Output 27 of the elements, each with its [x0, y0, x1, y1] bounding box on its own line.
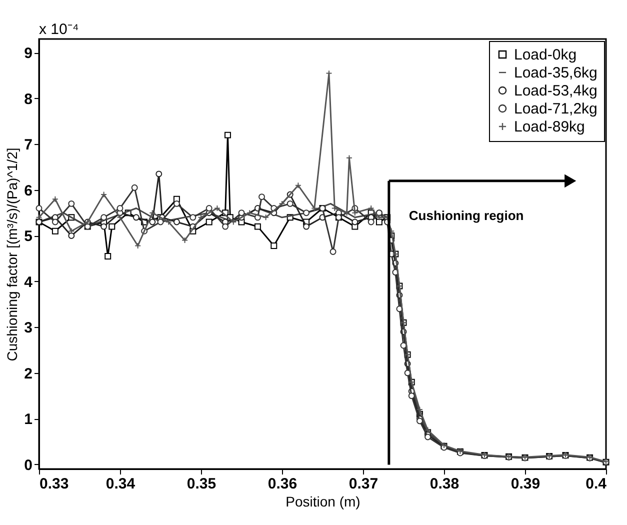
legend-label: Load-71,2kg	[514, 100, 598, 118]
y-tick-label: 1	[24, 411, 32, 428]
y-tick-label: 9	[24, 45, 32, 62]
x-tick-label: 0.33	[40, 476, 69, 492]
ref-line-label: Cushioning region	[408, 208, 524, 223]
legend-label: Load-35,6kg	[514, 64, 598, 82]
y-tick-label: 5	[24, 228, 32, 246]
y-tick-label: 4	[24, 274, 34, 291]
x-tick-label: 0.4	[586, 476, 608, 492]
y-tick-label: 6	[24, 182, 32, 200]
y-tick-label: 7	[24, 136, 32, 154]
legend-label: Load-89kg	[514, 118, 585, 136]
x-tick-label: 0.37	[348, 476, 378, 492]
x-tick-label: 0.34	[106, 476, 136, 492]
legend-label: Load-0kg	[514, 46, 577, 64]
x-tick-label: 0.38	[430, 476, 460, 492]
y-tick-label: 3	[24, 320, 32, 337]
text: x 10⁻⁴	[39, 21, 79, 38]
x-axis-title: Position (m)	[286, 494, 360, 510]
x-tick-label: 0.35	[186, 476, 216, 492]
legend-label: Load-53,4kg	[514, 82, 598, 100]
y-tick-label: 8	[24, 90, 32, 108]
y-tick-label: 0	[24, 456, 32, 474]
y-tick-label: 2	[24, 365, 32, 382]
y-axis-title: Cushioning factor [(m³/s)/(Pa)^1/2]	[4, 148, 20, 362]
x-tick-label: 0.36	[268, 476, 298, 492]
x-tick-label: 0.39	[510, 476, 540, 492]
